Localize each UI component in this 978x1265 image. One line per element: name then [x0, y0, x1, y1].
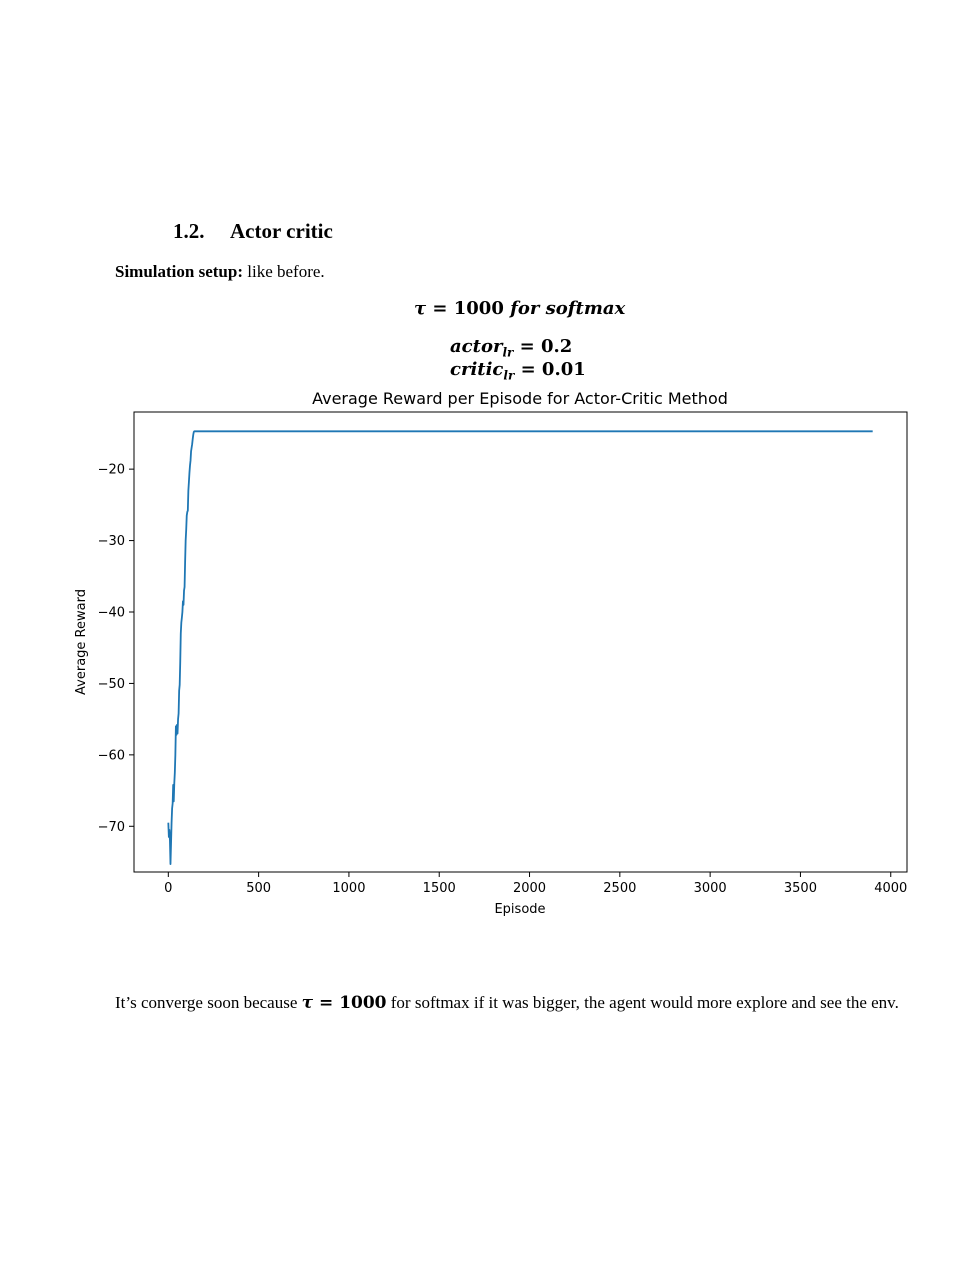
x-tick-label: 1500 — [423, 881, 456, 896]
y-tick-label: −70 — [98, 820, 125, 835]
reward-line — [167, 430, 873, 866]
x-tick-label: 0 — [164, 881, 172, 896]
y-tick-label: −60 — [98, 748, 125, 763]
section-number: 1.2. — [173, 219, 205, 243]
y-tick-label: −50 — [98, 677, 125, 692]
x-axis-label: Episode — [494, 902, 545, 917]
x-tick-label: 4000 — [874, 881, 907, 896]
tau-inline-math: τ = 1000 — [301, 993, 387, 1013]
y-axis-label: Average Reward — [74, 589, 89, 695]
chart-title: Average Reward per Episode for Actor-Cri… — [312, 389, 728, 408]
x-axis-ticks: 0 500 1000 1500 2000 2500 3000 3500 4000 — [164, 872, 907, 896]
setup-line: Simulation setup: like before. — [115, 262, 325, 282]
actor-lr-equation: actorlr = 0.2 — [450, 336, 573, 360]
setup-label: Simulation setup: — [115, 262, 243, 281]
y-axis-ticks: −20 −30 −40 −50 −60 −70 — [98, 463, 134, 835]
conclusion-paragraph: It’s converge soon because τ = 1000 for … — [115, 993, 899, 1013]
reward-chart: Average Reward per Episode for Actor-Cri… — [74, 389, 908, 917]
x-tick-label: 500 — [246, 881, 271, 896]
x-tick-label: 1000 — [332, 881, 365, 896]
y-tick-label: −20 — [98, 463, 125, 478]
section-heading: 1.2. Actor critic — [173, 219, 333, 244]
x-tick-label: 3500 — [784, 881, 817, 896]
x-tick-label: 3000 — [694, 881, 727, 896]
section-title: Actor critic — [230, 219, 333, 243]
critic-lr-equation: criticlr = 0.01 — [450, 359, 586, 383]
tau-equation: τ = 1000 for softmax — [414, 298, 626, 319]
y-tick-label: −30 — [98, 534, 125, 549]
setup-text: like before. — [243, 262, 325, 281]
x-tick-label: 2000 — [513, 881, 546, 896]
y-tick-label: −40 — [98, 606, 125, 621]
x-tick-label: 2500 — [603, 881, 636, 896]
plot-frame — [133, 411, 908, 873]
